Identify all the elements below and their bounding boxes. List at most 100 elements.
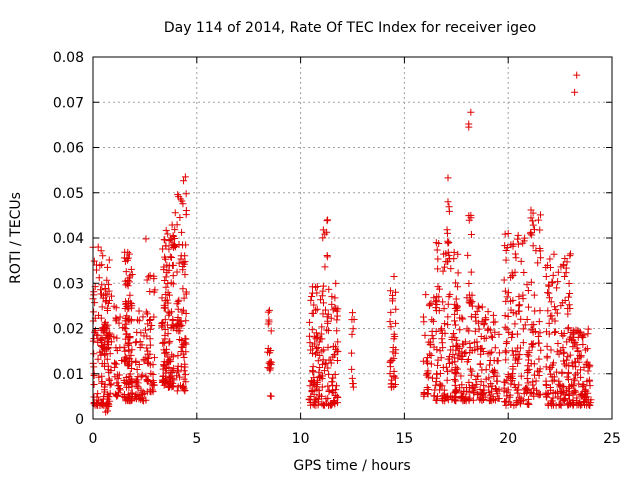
data-point: [585, 376, 593, 384]
data-point: [546, 255, 554, 263]
y-tick-label: 0.02: [53, 322, 84, 338]
data-point: [423, 354, 431, 362]
data-point: [427, 360, 435, 368]
data-point: [313, 345, 321, 353]
data-point: [577, 401, 585, 409]
data-point: [324, 319, 332, 327]
data-point: [546, 365, 554, 373]
data-point: [177, 255, 185, 263]
data-point: [554, 278, 562, 286]
data-point: [564, 310, 572, 318]
data-point: [472, 317, 480, 325]
data-point: [557, 330, 565, 338]
data-point: [319, 356, 327, 364]
data-point: [583, 345, 591, 353]
data-point: [584, 325, 592, 333]
data-point: [493, 357, 501, 365]
data-point: [565, 301, 573, 309]
data-point: [502, 297, 510, 305]
data-point: [173, 268, 181, 276]
data-point: [307, 346, 315, 354]
data-point: [160, 361, 168, 369]
data-point: [545, 294, 553, 302]
x-tick-label: 20: [499, 431, 517, 447]
y-tick-label: 0: [75, 412, 84, 428]
data-point: [535, 355, 543, 363]
data-point: [105, 256, 113, 264]
data-point: [128, 378, 136, 386]
data-point: [331, 370, 339, 378]
data-point: [333, 312, 341, 320]
data-point: [466, 344, 474, 352]
data-point: [570, 375, 578, 383]
data-point: [535, 372, 543, 380]
data-point: [164, 230, 172, 238]
data-point: [103, 331, 111, 339]
data-point: [179, 285, 187, 293]
data-point: [305, 396, 313, 404]
data-point: [313, 349, 321, 357]
data-point: [509, 309, 517, 317]
data-point: [146, 317, 154, 325]
data-point: [525, 347, 533, 355]
data-point: [449, 351, 457, 359]
data-point: [511, 320, 519, 328]
data-point: [428, 332, 436, 340]
data-point: [547, 346, 555, 354]
data-point: [430, 392, 438, 400]
data-point: [428, 374, 436, 382]
data-point: [331, 304, 339, 312]
y-tick-label: 0.03: [53, 276, 84, 292]
data-point: [475, 325, 483, 333]
data-point: [471, 327, 479, 335]
data-point: [170, 376, 178, 384]
data-point: [443, 376, 451, 384]
data-point: [552, 306, 560, 314]
data-point: [577, 391, 585, 399]
data-point: [162, 226, 170, 234]
data-point: [473, 307, 481, 315]
data-point: [332, 279, 340, 287]
data-point: [542, 328, 550, 336]
data-point: [104, 407, 112, 415]
data-point: [132, 339, 140, 347]
data-point: [90, 335, 98, 343]
data-point: [523, 315, 531, 323]
data-point: [542, 391, 550, 399]
data-point: [321, 306, 329, 314]
data-point: [553, 368, 561, 376]
data-point: [150, 313, 158, 321]
data-point: [318, 400, 326, 408]
data-point: [574, 327, 582, 335]
data-point: [459, 397, 467, 405]
data-point: [309, 349, 317, 357]
data-point: [264, 348, 272, 356]
data-point: [563, 356, 571, 364]
data-point: [509, 330, 517, 338]
data-point: [309, 367, 317, 375]
data-point: [124, 333, 132, 341]
data-point: [318, 347, 326, 355]
data-point: [327, 401, 335, 409]
data-point: [122, 320, 130, 328]
data-point: [151, 286, 159, 294]
data-point: [314, 401, 322, 409]
data-point: [179, 266, 187, 274]
data-point: [477, 332, 485, 340]
data-point: [586, 382, 594, 390]
data-point: [527, 340, 535, 348]
data-point: [551, 317, 559, 325]
data-point: [160, 263, 168, 271]
data-point: [528, 217, 536, 225]
data-point: [465, 388, 473, 396]
data-point: [318, 292, 326, 300]
data-point: [315, 387, 323, 395]
data-point: [331, 351, 339, 359]
data-point: [150, 354, 158, 362]
data-point: [536, 329, 544, 337]
data-point: [321, 367, 329, 375]
data-point: [438, 339, 446, 347]
data-point: [99, 324, 107, 332]
data-point: [135, 317, 143, 325]
data-point: [443, 226, 451, 234]
